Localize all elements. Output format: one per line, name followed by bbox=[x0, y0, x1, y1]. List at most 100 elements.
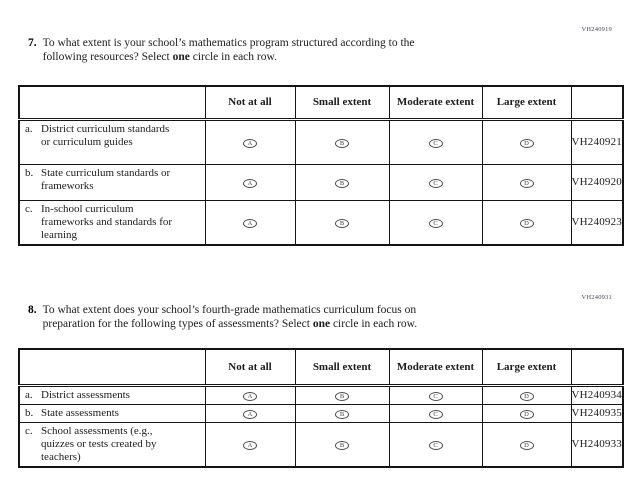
answer-cell: B bbox=[294, 403, 390, 423]
answer-circle-d[interactable]: D bbox=[519, 392, 534, 401]
question-7-code: VH240919 bbox=[581, 26, 612, 33]
question-8: 8. To what extent does your school’s fou… bbox=[28, 303, 588, 331]
answer-circle-c[interactable]: C bbox=[428, 441, 443, 450]
row-label-cell: b. State assessments bbox=[18, 403, 206, 423]
answer-cell: A bbox=[204, 199, 296, 245]
question-8-line2: preparation for the following types of a… bbox=[42, 318, 418, 330]
column-header-small-extent: Small extent bbox=[294, 85, 390, 121]
row-label: School assessments (e.g., quizzes or tes… bbox=[41, 424, 157, 463]
row-label: In-school curriculum frameworks and stan… bbox=[41, 202, 173, 241]
answer-circle-a[interactable]: A bbox=[243, 441, 257, 450]
answer-circle-d[interactable]: D bbox=[519, 410, 534, 419]
answer-circle-a[interactable]: A bbox=[243, 179, 257, 188]
answer-circle-a[interactable]: A bbox=[243, 139, 257, 148]
answer-circle-b[interactable]: B bbox=[335, 139, 349, 148]
question-8-number: 8. bbox=[28, 304, 37, 316]
column-header-not-at-all: Not at all bbox=[204, 348, 296, 387]
answer-circle-c[interactable]: C bbox=[428, 179, 443, 188]
question-7: 7. To what extent is your school’s mathe… bbox=[28, 36, 588, 64]
answer-circle-a[interactable]: A bbox=[243, 410, 257, 419]
question-8-code: VH240931 bbox=[581, 294, 612, 301]
answer-circle-d[interactable]: D bbox=[519, 139, 534, 148]
header-code-empty bbox=[570, 348, 624, 387]
answer-cell: A bbox=[204, 384, 296, 405]
answer-cell: C bbox=[388, 421, 483, 467]
table-header-row: Not at all Small extent Moderate extent … bbox=[18, 85, 624, 121]
answer-circle-b[interactable]: B bbox=[335, 441, 349, 450]
row-letter: c. bbox=[25, 202, 33, 215]
answer-cell: D bbox=[481, 163, 572, 201]
header-code-empty bbox=[570, 85, 624, 121]
column-header-large-extent: Large extent bbox=[481, 348, 572, 387]
question-7-line2: following resources? Select one circle i… bbox=[42, 51, 277, 63]
answer-circle-b[interactable]: B bbox=[335, 410, 349, 419]
answer-cell: A bbox=[204, 118, 296, 165]
answer-circle-d[interactable]: D bbox=[519, 179, 534, 188]
answer-circle-b[interactable]: B bbox=[335, 179, 349, 188]
table-row: a. District assessments A B C D VH240934 bbox=[18, 384, 624, 405]
column-header-small-extent: Small extent bbox=[294, 348, 390, 387]
answer-circle-b[interactable]: B bbox=[335, 219, 349, 228]
row-label-cell: a. District curriculum standards or curri… bbox=[18, 118, 206, 165]
answer-cell: B bbox=[294, 163, 390, 201]
answer-cell: D bbox=[481, 199, 572, 245]
answer-cell: D bbox=[481, 384, 572, 405]
answer-cell: C bbox=[388, 403, 483, 423]
row-letter: a. bbox=[25, 388, 33, 401]
row-code: VH240921 bbox=[570, 118, 624, 165]
question-7-number: 7. bbox=[28, 37, 37, 49]
answer-circle-c[interactable]: C bbox=[428, 139, 443, 148]
row-code: VH240920 bbox=[570, 163, 624, 201]
table-row: b. State assessments A B C D VH240935 bbox=[18, 403, 624, 423]
question-7-table: Not at all Small extent Moderate extent … bbox=[18, 85, 624, 246]
row-code: VH240935 bbox=[570, 403, 624, 423]
row-letter: c. bbox=[25, 424, 33, 437]
row-label-cell: a. District assessments bbox=[18, 384, 206, 405]
table-header-row: Not at all Small extent Moderate extent … bbox=[18, 348, 624, 387]
answer-cell: B bbox=[294, 118, 390, 165]
row-code: VH240923 bbox=[570, 199, 624, 245]
question-8-line1: To what extent does your school’s fourth… bbox=[42, 304, 417, 316]
row-label-cell: c. In-school curriculum frameworks and st… bbox=[18, 199, 206, 245]
header-empty bbox=[18, 85, 206, 121]
answer-circle-b[interactable]: B bbox=[335, 392, 349, 401]
table-row: b. State curriculum standards or framewor… bbox=[18, 163, 624, 201]
column-header-moderate-extent: Moderate extent bbox=[388, 85, 483, 121]
answer-cell: D bbox=[481, 403, 572, 423]
answer-cell: B bbox=[294, 421, 390, 467]
table-row: c. In-school curriculum frameworks and st… bbox=[18, 199, 624, 245]
answer-cell: B bbox=[294, 199, 390, 245]
row-label: District assessments bbox=[41, 388, 130, 401]
answer-circle-c[interactable]: C bbox=[428, 410, 443, 419]
answer-cell: A bbox=[204, 163, 296, 201]
answer-cell: C bbox=[388, 199, 483, 245]
answer-cell: D bbox=[481, 118, 572, 165]
answer-cell: A bbox=[204, 421, 296, 467]
column-header-moderate-extent: Moderate extent bbox=[388, 348, 483, 387]
row-label: State curriculum standards or frameworks bbox=[41, 166, 171, 192]
answer-circle-d[interactable]: D bbox=[519, 441, 534, 450]
question-8-table: Not at all Small extent Moderate extent … bbox=[18, 348, 624, 468]
question-7-line1: To what extent is your school’s mathemat… bbox=[42, 37, 415, 49]
row-code: VH240933 bbox=[570, 421, 624, 467]
answer-cell: C bbox=[388, 118, 483, 165]
answer-circle-c[interactable]: C bbox=[428, 219, 443, 228]
answer-cell: A bbox=[204, 403, 296, 423]
column-header-large-extent: Large extent bbox=[481, 85, 572, 121]
row-code: VH240934 bbox=[570, 384, 624, 405]
row-letter: b. bbox=[25, 166, 34, 179]
row-label-cell: b. State curriculum standards or framewor… bbox=[18, 163, 206, 201]
answer-circle-c[interactable]: C bbox=[428, 392, 443, 401]
row-label: District curriculum standards or curricu… bbox=[41, 122, 170, 148]
answer-cell: D bbox=[481, 421, 572, 467]
answer-cell: C bbox=[388, 384, 483, 405]
column-header-not-at-all: Not at all bbox=[204, 85, 296, 121]
row-label: State assessments bbox=[41, 406, 119, 419]
answer-circle-d[interactable]: D bbox=[519, 219, 534, 228]
answer-cell: B bbox=[294, 384, 390, 405]
answer-circle-a[interactable]: A bbox=[243, 219, 257, 228]
answer-cell: C bbox=[388, 163, 483, 201]
answer-circle-a[interactable]: A bbox=[243, 392, 257, 401]
table-row: c. School assessments (e.g., quizzes or t… bbox=[18, 421, 624, 467]
